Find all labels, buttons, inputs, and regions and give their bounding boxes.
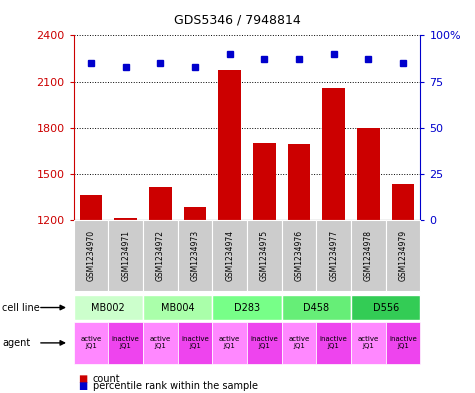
Text: percentile rank within the sample: percentile rank within the sample xyxy=(93,381,257,391)
Bar xyxy=(357,128,380,220)
Text: GSM1234975: GSM1234975 xyxy=(260,230,269,281)
Bar xyxy=(392,184,414,220)
Text: inactive
JQ1: inactive JQ1 xyxy=(250,336,278,349)
Text: GSM1234974: GSM1234974 xyxy=(225,230,234,281)
Bar xyxy=(218,70,241,220)
Text: GSM1234976: GSM1234976 xyxy=(294,230,304,281)
Text: active
JQ1: active JQ1 xyxy=(150,336,171,349)
Text: D458: D458 xyxy=(303,303,329,312)
Text: cell line: cell line xyxy=(2,303,40,312)
Bar xyxy=(323,88,345,220)
Text: GSM1234971: GSM1234971 xyxy=(121,230,130,281)
Text: inactive
JQ1: inactive JQ1 xyxy=(181,336,209,349)
Text: inactive
JQ1: inactive JQ1 xyxy=(320,336,348,349)
Text: inactive
JQ1: inactive JQ1 xyxy=(112,336,140,349)
Text: GSM1234973: GSM1234973 xyxy=(190,230,200,281)
Bar xyxy=(149,187,171,220)
Text: active
JQ1: active JQ1 xyxy=(358,336,379,349)
Text: GSM1234977: GSM1234977 xyxy=(329,230,338,281)
Bar xyxy=(114,218,137,220)
Text: GSM1234978: GSM1234978 xyxy=(364,230,373,281)
Bar xyxy=(80,195,102,220)
Text: MB002: MB002 xyxy=(91,303,125,312)
Text: D556: D556 xyxy=(372,303,399,312)
Text: inactive
JQ1: inactive JQ1 xyxy=(389,336,417,349)
Text: MB004: MB004 xyxy=(161,303,194,312)
Text: GSM1234972: GSM1234972 xyxy=(156,230,165,281)
Text: active
JQ1: active JQ1 xyxy=(80,336,102,349)
Text: GDS5346 / 7948814: GDS5346 / 7948814 xyxy=(174,14,301,27)
Text: D283: D283 xyxy=(234,303,260,312)
Text: ■: ■ xyxy=(78,381,87,391)
Text: GSM1234970: GSM1234970 xyxy=(86,230,95,281)
Text: agent: agent xyxy=(2,338,30,348)
Text: ■: ■ xyxy=(78,374,87,384)
Text: active
JQ1: active JQ1 xyxy=(219,336,240,349)
Bar xyxy=(288,144,310,220)
Text: active
JQ1: active JQ1 xyxy=(288,336,310,349)
Bar xyxy=(253,143,276,220)
Text: count: count xyxy=(93,374,120,384)
Bar xyxy=(184,207,206,220)
Text: GSM1234979: GSM1234979 xyxy=(399,230,408,281)
